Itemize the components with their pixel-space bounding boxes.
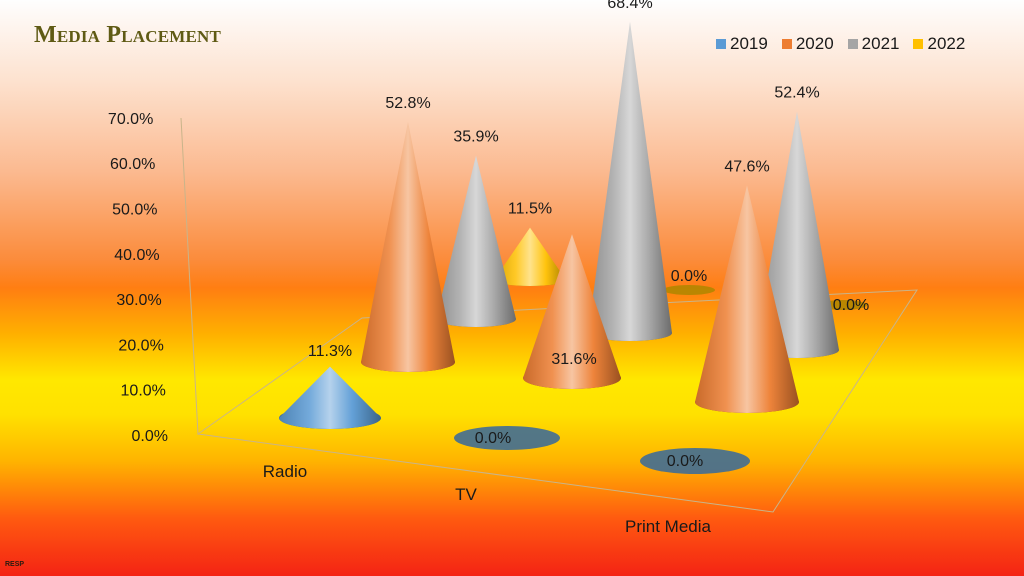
cones [279, 21, 867, 474]
legend-label-2022: 2022 [927, 34, 966, 53]
y-tick-0-0-: 0.0% [132, 428, 168, 445]
y-tick-20-0-: 20.0% [118, 337, 163, 354]
legend-swatch-2022 [913, 39, 924, 49]
legend-swatch-2019 [716, 39, 726, 49]
cone-2019-tv [454, 426, 560, 450]
data-label-2019-tv: 0.0% [475, 430, 511, 447]
category-label-radio: Radio [263, 462, 307, 481]
category-labels: Radio TV Print Media [263, 462, 712, 536]
cone-2022-tv [663, 285, 715, 295]
legend-item-2019: 2019 [716, 34, 768, 54]
data-label-2022-radio: 11.5% [508, 201, 552, 218]
y-tick-40-0-: 40.0% [114, 247, 159, 264]
floor-outline [196, 289, 918, 513]
data-label-2020-tv: 31.6% [551, 351, 596, 368]
cone-2020-tv [523, 234, 621, 389]
y-tick-10-0-: 10.0% [121, 383, 166, 400]
y-axis-line [180, 117, 199, 435]
legend-swatch-2020 [781, 39, 792, 49]
data-label-2021-tv: 68.4% [607, 0, 652, 12]
legend-item-2021: 2021 [847, 34, 900, 54]
y-tick-30-0-: 30.0% [116, 292, 161, 309]
category-label-tv: TV [455, 485, 477, 504]
y-tick-50-0-: 50.0% [112, 202, 157, 219]
y-tick-labels: 0.0% 10.0% 20.0% 30.0% 40.0% 50.0% 60.0% 70.0% [108, 111, 168, 445]
data-label-2020-print-media: 47.6% [724, 158, 769, 175]
legend-label-2020: 2020 [795, 34, 834, 53]
cone-2020-radio [361, 121, 455, 372]
cone-2019-radio [279, 366, 381, 429]
data-label-2022-tv: 0.0% [671, 268, 707, 285]
data-label-2021-radio: 35.9% [453, 129, 498, 146]
legend-label-2019: 2019 [730, 34, 768, 53]
data-label-2019-print-media: 0.0% [667, 453, 703, 470]
chart-title: Media Placement [34, 22, 222, 48]
cone-2022-radio [494, 227, 566, 286]
legend-item-2022: 2022 [913, 34, 965, 54]
data-label-2020-radio: 52.8% [385, 95, 430, 112]
category-label-print-media: Print Media [625, 517, 712, 536]
cone-2021-radio [436, 155, 516, 327]
legend-item-2020: 2020 [781, 34, 834, 54]
data-label-2022-print-media: 0.0% [833, 297, 869, 314]
data-label-2021-print-media: 52.4% [774, 85, 819, 102]
chart-frame [180, 117, 918, 513]
cone-2019-print-media [640, 448, 750, 474]
data-labels: 11.5% 35.9% 52.8% 0.0% 68.4% 0.0% 52.4% 31.6% 47… [308, 0, 869, 470]
y-tick-60-0-: 60.0% [110, 156, 155, 173]
data-label-2019-radio: 11.3% [308, 343, 352, 360]
y-tick-70-0-: 70.0% [108, 111, 153, 128]
legend: 2019 2020 2021 2022 [716, 34, 965, 54]
legend-swatch-2021 [847, 39, 858, 49]
cone-2021-tv [588, 21, 672, 342]
footer-note: RESP [5, 561, 25, 568]
legend-label-2021: 2021 [861, 34, 900, 53]
cone-2020-print-media [695, 185, 799, 413]
